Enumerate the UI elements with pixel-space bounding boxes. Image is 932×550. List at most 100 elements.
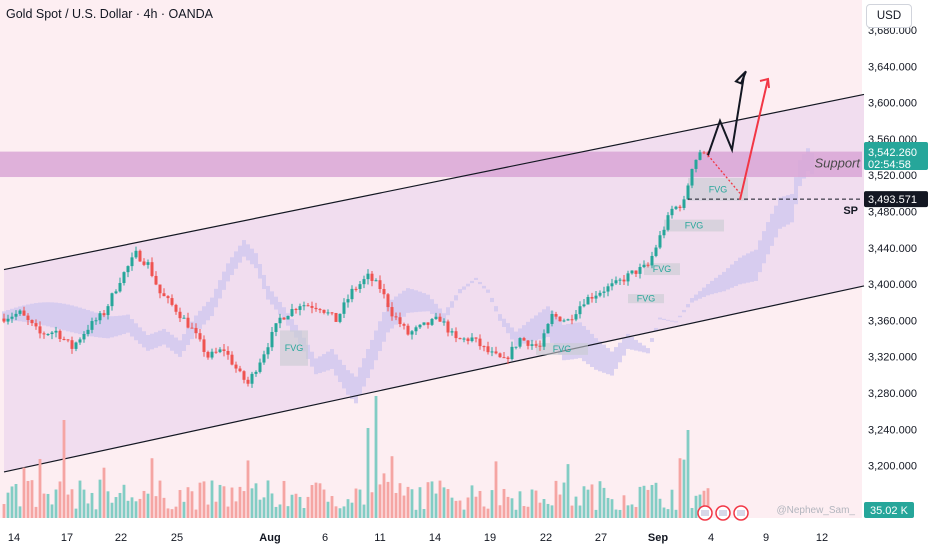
candle-body (422, 322, 426, 325)
cloud-segment (734, 260, 738, 287)
candle (658, 231, 662, 250)
volume-bar (566, 464, 570, 518)
volume-bar (126, 500, 130, 518)
candle (562, 318, 566, 323)
candle (670, 205, 674, 219)
candle-body (646, 264, 650, 266)
candle (158, 284, 162, 299)
volume-bar (366, 428, 370, 518)
cloud-segment (350, 373, 354, 400)
candle-body (142, 261, 146, 265)
last-price-text: 3,542.260 (868, 147, 917, 159)
cloud-segment (70, 305, 74, 333)
candle (78, 337, 82, 345)
event-flag-icon (697, 505, 713, 521)
candle (638, 263, 642, 279)
candle-body (150, 262, 154, 276)
cloud-segment (478, 281, 482, 285)
volume-bar (626, 505, 630, 518)
currency-button[interactable]: USD (866, 4, 912, 28)
volume-bar (234, 501, 238, 518)
cloud-segment (646, 348, 650, 354)
volume-bar (194, 509, 198, 518)
candle (342, 298, 346, 319)
cloud-segment (770, 213, 774, 246)
cloud-segment (378, 321, 382, 352)
volume-bar (674, 509, 678, 518)
candle-body (542, 333, 546, 347)
candle-body (550, 314, 554, 324)
candle (586, 294, 590, 305)
time-tick-label: Sep (648, 532, 668, 544)
cloud-segment (454, 295, 458, 301)
candle (134, 246, 138, 259)
candle (486, 341, 490, 355)
volume-bar (78, 480, 82, 518)
candle-body (690, 168, 694, 186)
volume-bar (518, 491, 522, 518)
candle-body (546, 323, 550, 334)
cloud-segment (718, 274, 722, 293)
candle (202, 335, 206, 357)
cloud-segment (410, 289, 414, 313)
candle (254, 370, 258, 377)
candle-body (110, 293, 114, 307)
candle (362, 275, 366, 289)
cloud-segment (598, 341, 602, 372)
volume-bar (446, 489, 450, 518)
volume-bar (10, 486, 14, 518)
volume-bar (522, 506, 526, 518)
volume-bar (270, 493, 274, 518)
candle (14, 310, 18, 321)
cloud-segment (146, 334, 150, 351)
candle-body (406, 325, 410, 335)
candle (198, 328, 202, 342)
candle-body (578, 306, 582, 315)
cloud-segment (382, 312, 386, 342)
cloud-segment (138, 327, 142, 344)
volume-bar (466, 497, 470, 518)
candle (338, 313, 342, 324)
cloud-segment (510, 327, 514, 340)
volume-bar (106, 491, 110, 518)
volume-bar (282, 480, 286, 518)
volume-bar (18, 506, 22, 518)
cloud-segment (190, 321, 194, 340)
candle-body (526, 340, 530, 346)
candle (546, 323, 550, 334)
candle-body (250, 373, 254, 384)
volume-bar (702, 490, 706, 518)
cloud-segment (34, 303, 38, 324)
candle-body (222, 349, 226, 351)
price-tick-label: 3,640.000 (868, 61, 917, 73)
candle-body (514, 346, 518, 348)
candle-body (198, 333, 202, 340)
volume-bar (94, 509, 98, 518)
candle-body (174, 304, 178, 312)
candle-body (630, 270, 634, 274)
candle (442, 318, 446, 326)
candle (490, 347, 494, 357)
candle (118, 277, 122, 293)
time-tick-label: 19 (484, 532, 496, 544)
candle (698, 149, 702, 161)
candle-body (486, 346, 490, 353)
candle (282, 317, 286, 320)
volume-bar (350, 502, 354, 518)
cloud-segment (162, 328, 166, 345)
candle (466, 337, 470, 345)
volume-bar (514, 509, 518, 518)
candle (554, 311, 558, 320)
candle-body (466, 338, 470, 342)
candle (526, 340, 530, 350)
volume-bar (110, 502, 114, 518)
candle-body (678, 206, 682, 208)
cloud-segment (426, 294, 430, 312)
candle-body (282, 317, 286, 320)
volume-bar (198, 482, 202, 518)
cloud-segment (690, 298, 694, 303)
volume-bar (574, 496, 578, 518)
candle (574, 309, 578, 322)
